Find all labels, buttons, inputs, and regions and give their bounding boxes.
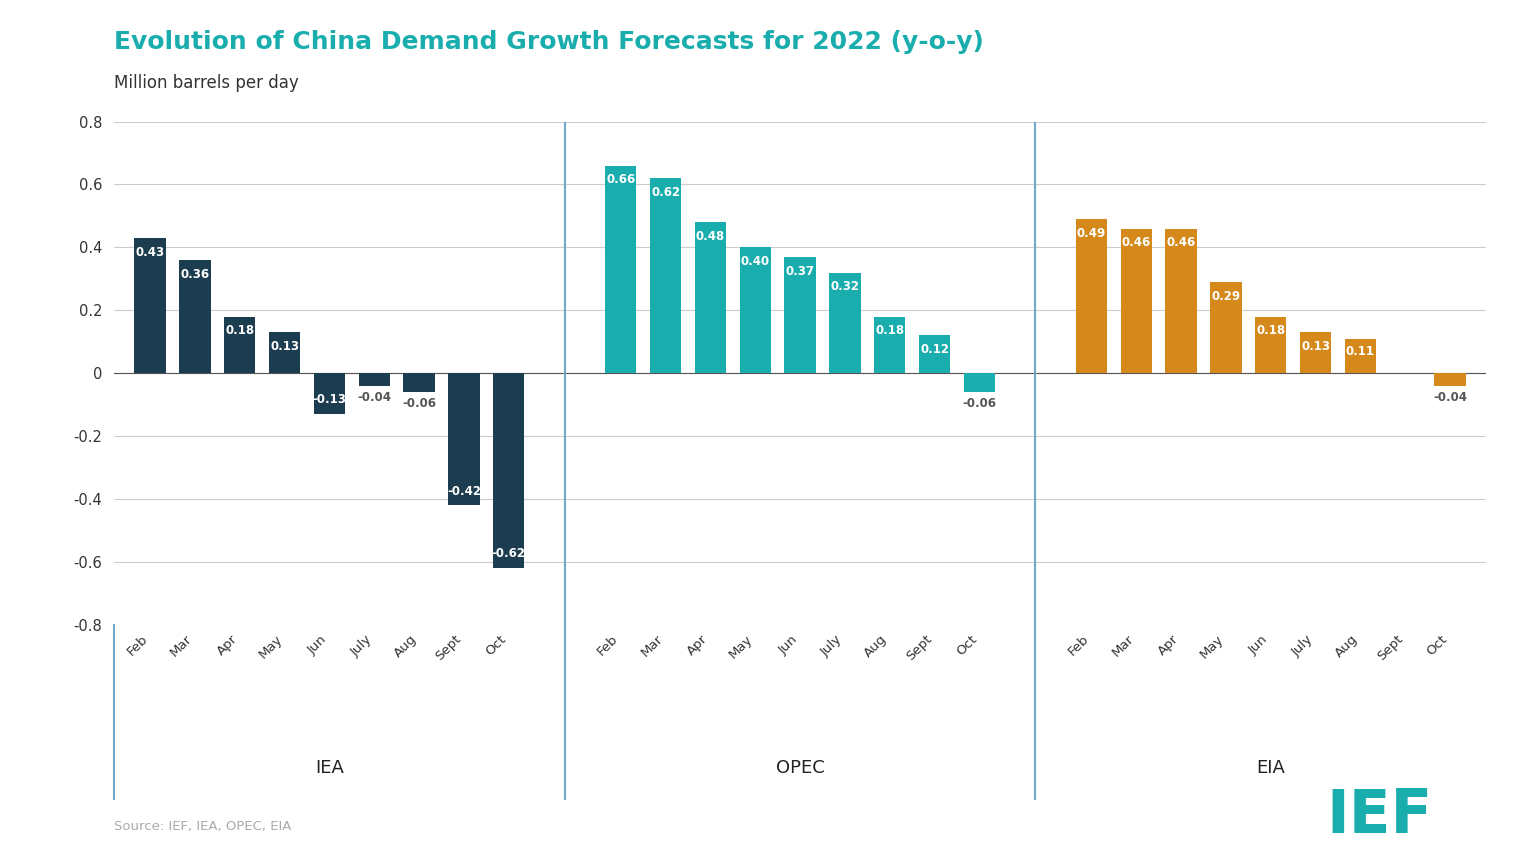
Text: 0.66: 0.66	[607, 174, 636, 187]
Text: 0.37: 0.37	[785, 265, 815, 278]
Text: OPEC: OPEC	[776, 760, 824, 777]
Text: 0.40: 0.40	[741, 255, 770, 268]
Text: 0.29: 0.29	[1212, 290, 1241, 303]
Text: 0.13: 0.13	[1301, 340, 1330, 353]
Bar	[494, 373, 524, 569]
Text: EIA: EIA	[1256, 760, 1285, 777]
Text: 0.48: 0.48	[696, 230, 725, 243]
Text: -0.06: -0.06	[402, 397, 436, 410]
Text: 0.12: 0.12	[920, 344, 949, 357]
Text: 0.46: 0.46	[1166, 236, 1196, 249]
Bar	[224, 317, 256, 373]
Bar	[695, 222, 725, 373]
Text: IEA: IEA	[315, 760, 344, 777]
Text: -0.62: -0.62	[492, 548, 526, 561]
Text: -0.42: -0.42	[447, 484, 482, 497]
Text: 0.18: 0.18	[1256, 325, 1285, 338]
Bar	[1166, 228, 1196, 373]
Text: 0.18: 0.18	[226, 325, 255, 338]
Bar	[1076, 219, 1106, 373]
Bar	[180, 260, 210, 373]
Bar	[314, 373, 344, 414]
Bar	[739, 247, 771, 373]
Bar	[268, 332, 300, 373]
Text: 0.46: 0.46	[1122, 236, 1151, 249]
Text: -0.04: -0.04	[357, 391, 392, 404]
Text: IEF: IEF	[1326, 787, 1433, 846]
Text: 0.13: 0.13	[270, 340, 299, 353]
Bar	[963, 373, 995, 392]
Bar	[875, 317, 905, 373]
Text: 0.32: 0.32	[831, 280, 860, 293]
Bar	[1344, 339, 1376, 373]
Bar	[358, 373, 390, 385]
Text: 0.18: 0.18	[875, 325, 904, 338]
Bar	[649, 178, 681, 373]
Bar	[1434, 373, 1466, 385]
Text: 0.49: 0.49	[1077, 227, 1106, 240]
Bar	[1120, 228, 1152, 373]
Text: 0.00: 0.00	[1391, 379, 1420, 392]
Bar	[1210, 282, 1242, 373]
Bar	[1300, 332, 1332, 373]
Text: -0.13: -0.13	[312, 393, 346, 406]
Text: -0.06: -0.06	[962, 397, 997, 410]
Text: Million barrels per day: Million barrels per day	[114, 74, 299, 92]
Bar	[919, 335, 951, 373]
Text: 0.36: 0.36	[180, 268, 209, 281]
Bar	[1256, 317, 1286, 373]
Text: 0.62: 0.62	[651, 186, 680, 199]
Bar	[829, 273, 861, 373]
Text: 0.43: 0.43	[136, 246, 165, 259]
Bar	[134, 238, 166, 373]
Bar	[404, 373, 434, 392]
Text: Source: IEF, IEA, OPEC, EIA: Source: IEF, IEA, OPEC, EIA	[114, 820, 291, 833]
Text: 0.11: 0.11	[1346, 345, 1375, 358]
Bar	[605, 166, 637, 373]
Text: -0.04: -0.04	[1433, 391, 1468, 404]
Bar	[448, 373, 480, 505]
Bar	[785, 257, 815, 373]
Text: Evolution of China Demand Growth Forecasts for 2022 (y-o-y): Evolution of China Demand Growth Forecas…	[114, 30, 985, 55]
